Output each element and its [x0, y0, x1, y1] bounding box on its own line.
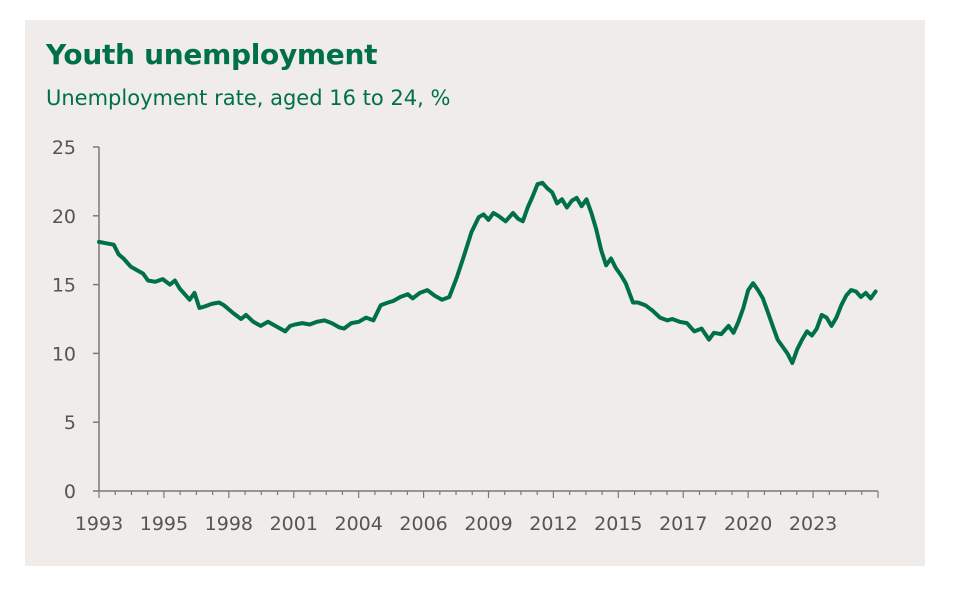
y-tick-label: 20 — [52, 206, 76, 228]
x-tick-label: 2015 — [594, 513, 642, 535]
x-tick-label: 1998 — [205, 513, 253, 535]
plot-area — [97, 180, 878, 365]
chart-panel — [25, 20, 925, 566]
x-tick-label: 2006 — [399, 513, 447, 535]
y-tick-label: 15 — [52, 275, 76, 297]
x-tick-label: 2017 — [659, 513, 707, 535]
x-tick-label: 2009 — [464, 513, 512, 535]
chart-title: Youth unemployment — [46, 38, 378, 71]
x-tick-label: 2023 — [789, 513, 837, 535]
axes: 0 5 10 15 20 25 1993 1995 1998 2001 2004 2006 2009 20… — [52, 137, 879, 535]
y-tick-label: 5 — [64, 412, 76, 434]
y-tick-label: 25 — [52, 137, 76, 159]
y-tick-label: 0 — [64, 481, 76, 503]
y-tick-label: 10 — [52, 343, 76, 365]
cropped-footnote — [0, 585, 970, 600]
chart-subtitle: Unemployment rate, aged 16 to 24, % — [46, 86, 451, 110]
x-tick-label: 2004 — [334, 513, 382, 535]
series-line — [97, 180, 878, 365]
x-tick-label: 2020 — [724, 513, 772, 535]
x-tick-label: 1995 — [140, 513, 188, 535]
x-tick-label: 2012 — [529, 513, 577, 535]
x-tick-label: 1993 — [75, 513, 123, 535]
x-tick-label: 2001 — [270, 513, 318, 535]
